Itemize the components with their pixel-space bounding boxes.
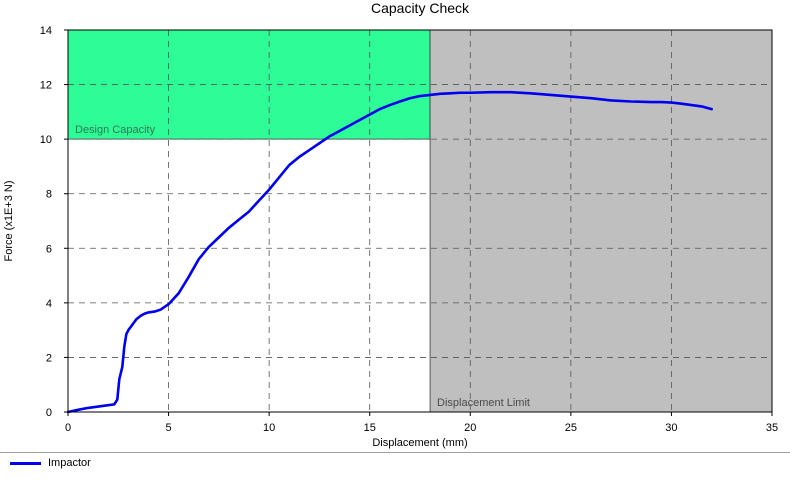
regions-layer <box>67 29 773 413</box>
legend: Impactor <box>0 452 790 492</box>
y-tick-label-0: 0 <box>46 407 52 419</box>
y-tick-label-4: 4 <box>46 298 52 310</box>
x-tick-label-20: 20 <box>464 422 476 434</box>
y-tick-label-2: 2 <box>46 352 52 364</box>
y-tick-label-14: 14 <box>40 25 52 37</box>
x-tick-label-10: 10 <box>263 422 275 434</box>
x-tick-label-30: 30 <box>665 422 677 434</box>
y-axis-label: Force (x1E+3 N) <box>3 181 15 262</box>
series-layer <box>66 90 713 414</box>
x-axis-label: Displacement (mm) <box>372 437 467 449</box>
x-tick-label-15: 15 <box>364 422 376 434</box>
capacity-chart: Capacity Check Design Capacity Displaceme… <box>3 0 778 449</box>
series-line-impactor <box>66 90 713 414</box>
plot-frame <box>67 29 773 413</box>
y-axis-ticks: 0 2 4 6 8 10 12 14 <box>40 25 68 419</box>
legend-swatch-impactor <box>10 461 41 465</box>
y-tick-label-10: 10 <box>40 134 52 146</box>
x-tick-label-5: 5 <box>166 422 172 434</box>
region-displacement-limit <box>429 29 773 413</box>
chart-title: Capacity Check <box>371 0 470 16</box>
x-axis-ticks: 0 5 10 15 20 25 30 35 <box>65 412 778 434</box>
y-tick-label-8: 8 <box>46 189 52 201</box>
y-tick-label-6: 6 <box>46 243 52 255</box>
legend-item-impactor[interactable]: Impactor <box>10 457 91 469</box>
region-label-displacement-limit: Displacement Limit <box>437 397 530 409</box>
x-tick-label-25: 25 <box>565 422 577 434</box>
region-labels: Design Capacity Displacement Limit <box>75 124 530 409</box>
x-tick-label-35: 35 <box>766 422 778 434</box>
legend-label-impactor: Impactor <box>48 457 91 469</box>
grid-layer <box>68 30 772 412</box>
region-label-design-capacity: Design Capacity <box>75 124 156 136</box>
x-tick-label-0: 0 <box>65 422 71 434</box>
y-tick-label-12: 12 <box>40 80 52 92</box>
legend-divider <box>0 452 790 453</box>
